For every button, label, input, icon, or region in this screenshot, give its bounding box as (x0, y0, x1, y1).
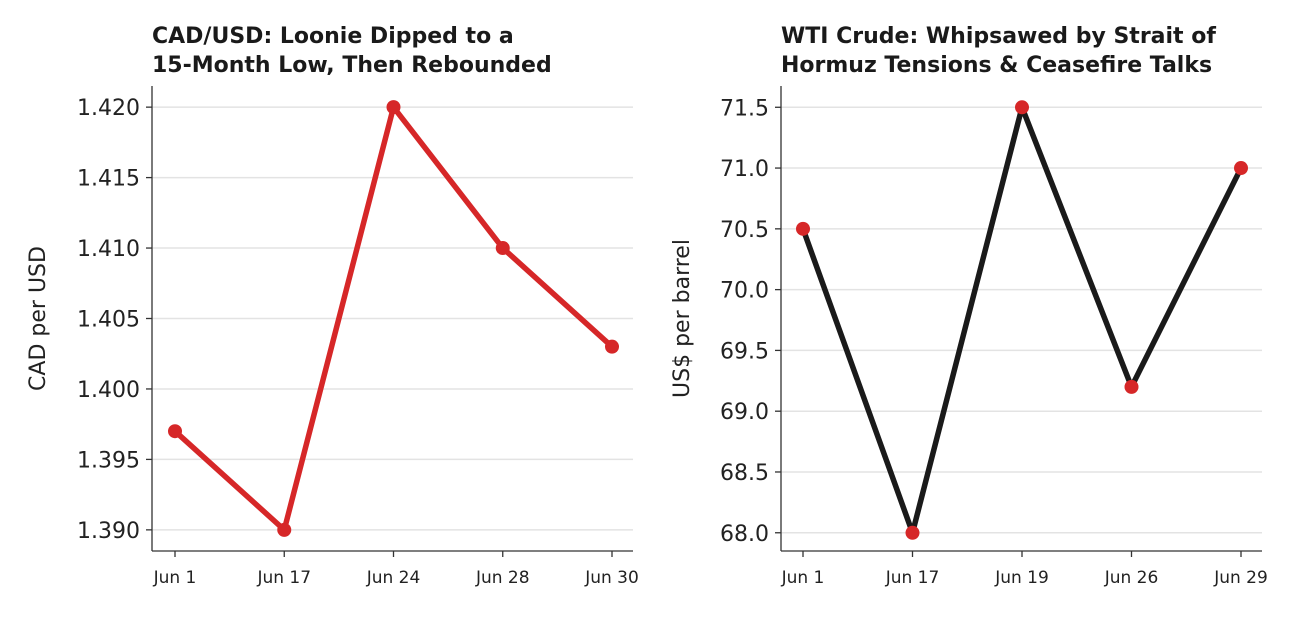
y-tick-label: 71.5 (720, 96, 769, 121)
y-tick-label: 1.420 (77, 96, 140, 121)
data-point (1015, 100, 1029, 115)
chart-title: CAD/USD: Loonie Dipped to a 15-Month Low,… (152, 24, 552, 78)
x-tick-label: Jun 1 (153, 568, 197, 588)
y-tick-label: 1.395 (77, 448, 140, 473)
chart-title-line: Hormuz Tensions & Ceasefire Talks (781, 53, 1212, 78)
x-tick-label: Jun 1 (781, 568, 825, 588)
y-tick-label: 1.415 (77, 167, 140, 192)
x-tick-label: Jun 24 (366, 568, 421, 588)
data-point (386, 100, 401, 115)
y-tick-label: 1.410 (77, 237, 140, 262)
series-line (800, 104, 1244, 536)
wti-crude-chart-panel: WTI Crude: Whipsawed by Strait of Hormuz … (670, 24, 1268, 588)
y-tick-label: 1.400 (77, 378, 140, 403)
y-tick-label: 71.0 (720, 157, 769, 182)
chart-title: WTI Crude: Whipsawed by Strait of Hormuz … (781, 24, 1216, 78)
data-point (495, 241, 510, 256)
x-tick-label: Jun 28 (475, 568, 530, 588)
data-point (1234, 161, 1248, 176)
y-axis-label: CAD per USD (26, 246, 51, 391)
y-tick-label: 1.390 (77, 519, 140, 544)
data-point (605, 339, 619, 354)
data-point (277, 522, 292, 537)
chart-title-line: CAD/USD: Loonie Dipped to a (152, 24, 514, 49)
data-point (796, 221, 810, 236)
y-tick-label: 70.5 (720, 218, 769, 243)
y-tick-label: 68.0 (720, 522, 769, 547)
y-tick-label: 68.5 (720, 461, 769, 486)
y-tick-label: 1.405 (77, 308, 140, 333)
x-tick-label: Jun 17 (885, 568, 940, 588)
y-tick-label: 69.0 (720, 400, 769, 425)
y-axis-label: US$ per barrel (670, 239, 695, 398)
cad-usd-chart-panel: CAD/USD: Loonie Dipped to a 15-Month Low,… (26, 24, 639, 588)
x-tick-label: Jun 29 (1213, 568, 1268, 588)
x-tick-label: Jun 30 (584, 568, 639, 588)
data-point (905, 525, 920, 540)
x-tick-label: Jun 19 (994, 568, 1049, 588)
y-tick-label: 69.5 (720, 339, 769, 364)
chart-title-line: WTI Crude: Whipsawed by Strait of (781, 24, 1216, 49)
y-tick-label: 70.0 (720, 279, 769, 304)
x-tick-label: Jun 17 (256, 568, 311, 588)
chart-title-line: 15-Month Low, Then Rebounded (152, 53, 552, 78)
data-point (168, 424, 182, 439)
x-tick-label: Jun 26 (1104, 568, 1159, 588)
data-point (1124, 379, 1139, 394)
